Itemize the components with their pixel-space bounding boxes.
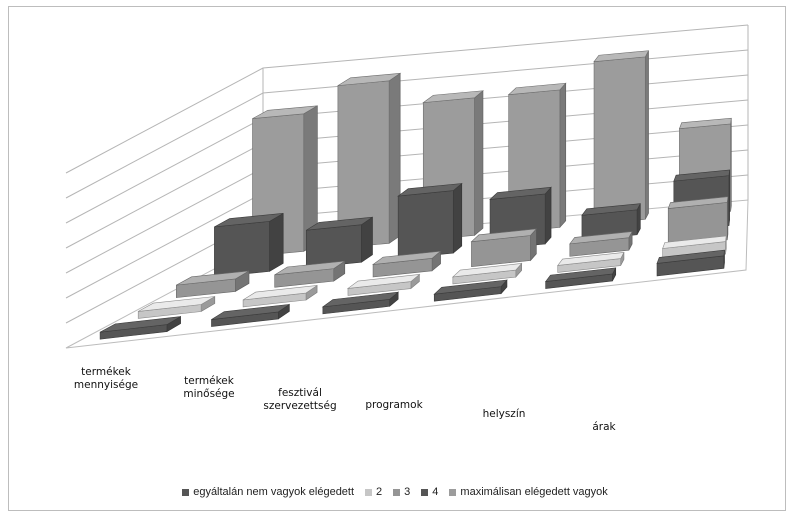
legend-item: 2 <box>365 486 382 498</box>
legend-swatch <box>182 489 189 496</box>
x-tick-label: termékek mennyisége <box>74 366 138 391</box>
bar <box>471 229 536 267</box>
chart-legend: egyáltalán nem vagyok elégedett 2 3 4 maximá… <box>0 483 790 501</box>
legend-item: 4 <box>421 486 438 498</box>
legend-label: maximálisan elégedett vagyok <box>460 486 607 498</box>
x-tick-label: helyszín <box>483 408 526 420</box>
bar <box>214 213 283 277</box>
x-tick-label: fesztivál szervezettség <box>263 387 336 412</box>
legend-swatch <box>449 489 456 496</box>
bar <box>398 183 462 258</box>
legend-item: egyáltalán nem vagyok elégedett <box>182 486 354 498</box>
legend-item: 3 <box>393 486 410 498</box>
legend-label: egyáltalán nem vagyok elégedett <box>193 486 354 498</box>
legend-item: maximálisan elégedett vagyok <box>449 486 607 498</box>
x-tick-label: termékek minősége <box>183 375 234 400</box>
legend-swatch <box>365 489 372 496</box>
legend-swatch <box>393 489 400 496</box>
x-tick-label: programok <box>365 399 423 411</box>
legend-label: 3 <box>404 486 410 498</box>
legend-label: 4 <box>432 486 438 498</box>
category-labels: termékek mennyisége termékek minősége feszti… <box>74 366 617 433</box>
x-tick-label: árak <box>592 421 616 433</box>
bar <box>306 217 372 268</box>
legend-swatch <box>421 489 428 496</box>
legend-label: 2 <box>376 486 382 498</box>
bar <box>594 51 649 224</box>
